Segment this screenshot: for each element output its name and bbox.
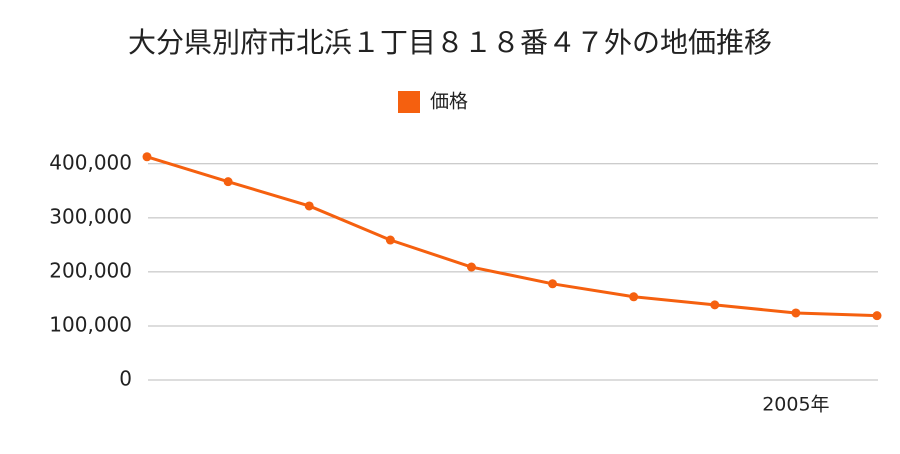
y-tick-label: 0	[119, 367, 132, 391]
data-point	[629, 292, 639, 302]
data-point	[385, 235, 395, 245]
data-point	[223, 177, 233, 187]
legend-swatch	[398, 91, 420, 113]
data-point	[548, 279, 558, 289]
data-point	[466, 262, 476, 272]
y-tick-label: 200,000	[49, 258, 132, 282]
data-point	[872, 311, 882, 321]
series-line	[146, 155, 878, 318]
data-point	[791, 308, 801, 318]
data-point	[304, 201, 314, 211]
y-tick-label: 300,000	[49, 204, 132, 228]
legend-label: 価格	[430, 91, 468, 113]
data-point	[710, 300, 720, 310]
data-point	[142, 152, 152, 162]
x-tick-label: 2005年	[762, 394, 829, 416]
chart-title: 大分県別府市北浜１丁目８１８番４７外の地価推移	[128, 26, 772, 59]
y-tick-label: 100,000	[49, 312, 132, 336]
y-tick-label: 400,000	[49, 150, 132, 174]
